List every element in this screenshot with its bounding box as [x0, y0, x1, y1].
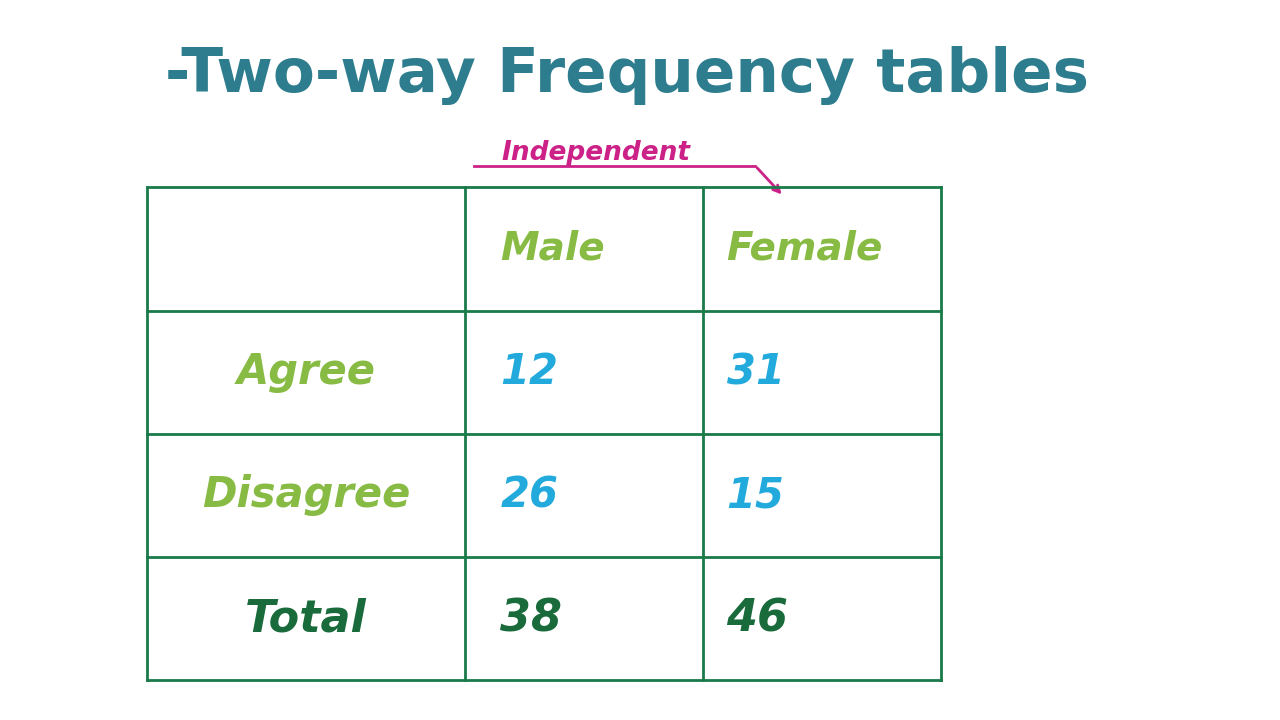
- Text: 38: 38: [500, 598, 562, 640]
- Text: Agree: Agree: [237, 351, 375, 393]
- Text: -Two-way Frequency tables: -Two-way Frequency tables: [165, 46, 1089, 105]
- Text: 15: 15: [727, 474, 785, 516]
- Text: Total: Total: [244, 598, 367, 640]
- Text: 31: 31: [727, 351, 785, 393]
- Text: Independent: Independent: [500, 140, 690, 166]
- Text: Male: Male: [500, 230, 605, 268]
- Text: Female: Female: [727, 230, 883, 268]
- Text: 12: 12: [500, 351, 558, 393]
- Text: 26: 26: [500, 474, 558, 516]
- Text: Disagree: Disagree: [202, 474, 410, 516]
- Text: 46: 46: [727, 598, 788, 640]
